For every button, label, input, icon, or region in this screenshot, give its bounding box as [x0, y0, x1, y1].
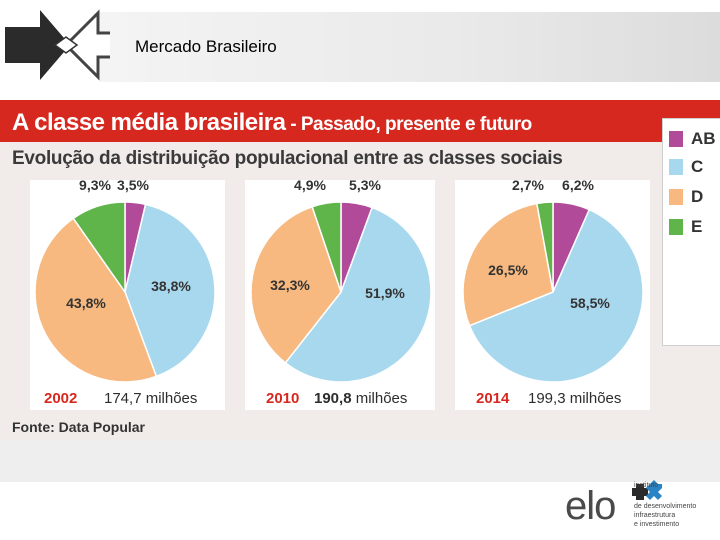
population-value-2002: 174,7: [104, 390, 142, 407]
legend-swatch-ab: [669, 131, 683, 147]
title-band: A classe média brasileira - Passado, pre…: [0, 100, 720, 142]
source-note: Fonte: Data Popular: [12, 419, 146, 435]
pie-slice-2002-d: [34, 217, 158, 383]
population-label-2002: 174,7 milhões: [104, 390, 197, 407]
article-clipping: A classe média brasileira - Passado, pre…: [0, 100, 720, 440]
pie-label-2014-e: 2,7%: [512, 177, 544, 193]
pie-label-2010-c: 51,9%: [365, 285, 405, 301]
legend-label-c: C: [691, 157, 704, 176]
pie-label-2010-ab: 5,3%: [349, 177, 381, 193]
pie-charts: 3,5% 38,8% 43,8% 9,3% 5,3% 51,9% 32,3% 4,9% 6,2%…: [34, 177, 644, 383]
elo-line-1: instituto: [634, 482, 659, 489]
year-label-2014: 2014: [476, 390, 510, 407]
population-unit-2014: milhões: [565, 390, 622, 407]
population-label-2010: 190,8 milhões: [314, 390, 407, 407]
chart-subtitle: Evolução da distribuição populacional en…: [12, 148, 563, 169]
legend-label-e: E: [691, 217, 703, 236]
pie-label-2002-d: 43,8%: [66, 295, 106, 311]
pie-label-2014-d: 26,5%: [488, 262, 528, 278]
arrow-logo-icon: [5, 9, 110, 81]
pie-label-2002-e: 9,3%: [79, 177, 111, 193]
population-unit-2002: milhões: [141, 390, 198, 407]
legend-label-ab: AB: [691, 129, 716, 148]
population-label-2014: 199,3 milhões: [528, 390, 621, 407]
legend-swatch-e: [669, 219, 683, 235]
year-label-2010: 2010: [266, 390, 300, 407]
elo-line-3: infraestrutura: [634, 512, 676, 519]
pie-label-2014-ab: 6,2%: [562, 177, 594, 193]
footer-band: [0, 440, 720, 482]
elo-line-4: e investimento: [634, 521, 680, 528]
pie-slice-2014-c: [468, 208, 644, 383]
article-title: A classe média brasileira - Passado, pre…: [12, 109, 532, 137]
pie-slice-2002-e: [72, 201, 126, 295]
population-value-2010: 190,8: [314, 390, 352, 407]
legend-swatch-c: [669, 159, 683, 175]
elo-cross-logo-icon: [632, 480, 662, 500]
elo-logo-word: elo: [565, 484, 616, 528]
legend-swatch-d: [669, 189, 683, 205]
pie-slice-2010-d: [250, 205, 342, 364]
pie-slice-2010-e: [311, 201, 342, 293]
pie-slice-2014-e: [535, 201, 554, 293]
header-band: [100, 12, 720, 82]
pie-label-2002-c: 38,8%: [151, 278, 191, 294]
article-title-main: A classe média brasileira: [12, 109, 286, 136]
elo-line-2: de desenvolvimento: [634, 503, 697, 510]
pie-label-2002-ab: 3,5%: [117, 177, 149, 193]
year-label-2002: 2002: [44, 390, 78, 407]
legend-label-d: D: [691, 187, 704, 206]
pie-label-2014-c: 58,5%: [570, 295, 610, 311]
legend: AB C D E: [662, 118, 720, 346]
pie-label-2010-d: 32,3%: [270, 277, 310, 293]
pie-label-2010-e: 4,9%: [294, 177, 326, 193]
pie-slice-2010-c: [284, 206, 432, 383]
article-title-suffix: - Passado, presente e futuro: [285, 114, 532, 135]
pie-slice-2014-d: [462, 202, 554, 327]
population-unit-2010: milhões: [351, 390, 408, 407]
pie-slice-2002-c: [124, 203, 216, 378]
slide-title: Mercado Brasileiro: [135, 37, 277, 56]
population-value-2014: 199,3: [528, 390, 566, 407]
